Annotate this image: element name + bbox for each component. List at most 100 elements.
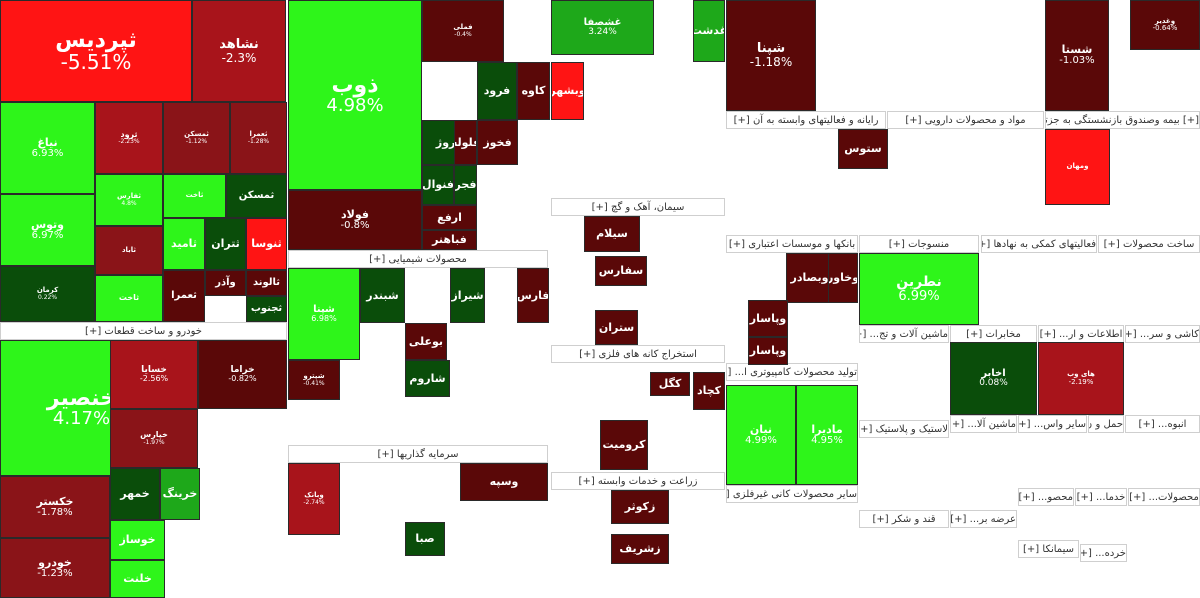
sector-header-build[interactable]: ساخت محصولات [+]	[1098, 235, 1200, 253]
stock-tile[interactable]: ثپردیس -5.51%	[0, 0, 192, 102]
sector-header-other[interactable]: سایر واس... [+]	[1018, 415, 1087, 433]
stock-tile[interactable]: وسپه	[460, 463, 548, 501]
stock-tile[interactable]: شستا -1.03%	[1045, 0, 1109, 111]
stock-tile[interactable]: ثمسکن -1.12%	[163, 102, 230, 174]
stock-tile[interactable]: خراما -0.82%	[198, 340, 287, 409]
stock-tile[interactable]: کرمان 0.22%	[0, 266, 95, 322]
stock-tile[interactable]: خلنت	[110, 560, 165, 598]
stock-tile[interactable]: ثمسکن	[226, 174, 287, 218]
stock-tile[interactable]: خپارس -1.97%	[110, 409, 198, 468]
stock-tile[interactable]: زکوثر	[611, 490, 669, 524]
sector-header-retail[interactable]: خدما... [+]	[1075, 488, 1127, 506]
stock-tile[interactable]: نطرین 6.99%	[859, 253, 979, 325]
stock-tile[interactable]: ثامید	[163, 218, 205, 270]
stock-tile[interactable]: سفارس	[595, 256, 647, 286]
sector-header-invest[interactable]: سرمایه گذاریها [+]	[288, 445, 548, 463]
stock-tile[interactable]: ثعمرا -1.28%	[230, 102, 287, 174]
stock-tile[interactable]: زشریف	[611, 534, 669, 564]
stock-tile[interactable]: فنوال	[422, 165, 454, 205]
stock-tile[interactable]: فباهنر	[422, 230, 477, 250]
stock-tile[interactable]: های وب -2.19%	[1038, 342, 1124, 415]
sector-header-pharma[interactable]: مواد و محصولات دارویی [+]	[887, 111, 1044, 129]
stock-tile[interactable]: ستوس	[838, 129, 888, 169]
sector-header-prod[interactable]: محصولات... [+]	[1128, 488, 1200, 506]
stock-tile[interactable]: سیلام	[584, 216, 640, 252]
sector-header-machine2[interactable]: ماشین آلا... [+]	[950, 415, 1017, 433]
stock-tile[interactable]: ثاخت	[95, 275, 163, 322]
stock-tile[interactable]: صبا	[405, 522, 445, 556]
stock-tile[interactable]: فجر	[454, 165, 477, 205]
stock-tile[interactable]: کاوه	[517, 62, 550, 120]
stock-tile[interactable]: شپنا -1.18%	[726, 0, 816, 111]
stock-tile[interactable]: اخابر 0.08%	[950, 342, 1037, 415]
sector-header-computer[interactable]: رایانه و فعالیتهای وابسته به آن [+]	[726, 111, 886, 129]
stock-tile[interactable]: خرینگ	[160, 468, 200, 520]
stock-tile[interactable]: مادیرا 4.95%	[796, 385, 858, 485]
stock-tile[interactable]: خسایا -2.56%	[110, 340, 198, 409]
stock-tile[interactable]: شاروم	[405, 360, 450, 397]
stock-tile[interactable]: وبانک -2.74%	[288, 463, 340, 535]
stock-tile[interactable]: بوعلی	[405, 323, 447, 360]
sector-header-machine[interactable]: ماشین آلات و تج... [+]	[859, 325, 949, 343]
sector-header-misc[interactable]: محصو... [+]	[1018, 488, 1074, 506]
stock-tile[interactable]: ثجنوب	[246, 296, 287, 322]
sector-header-bank[interactable]: بانکها و موسسات اعتباری [+]	[726, 235, 858, 253]
stock-tile[interactable]: کچاد	[693, 372, 725, 410]
sector-header-fund[interactable]: [+] بیمه وصندوق بازنشستگی به جزتام	[1045, 111, 1200, 129]
stock-tile[interactable]: غشصفا 3.24%	[551, 0, 654, 55]
stock-tile[interactable]: فلوله	[454, 120, 477, 165]
sector-header-comp[interactable]: تولید محصولات کامپیوتری ا... [+]	[726, 363, 858, 381]
stock-tile[interactable]: فرود	[477, 62, 517, 120]
stock-tile[interactable]: وپاسار	[748, 300, 788, 337]
sector-header-plastic[interactable]: لاستیک و پلاستیک [+]	[859, 420, 949, 438]
stock-tile[interactable]: خمهر	[110, 468, 160, 520]
stock-tile[interactable]: خوساز	[110, 520, 165, 560]
sector-header-nonmetal[interactable]: سایر محصولات کانی غیرفلزی [+]	[726, 485, 858, 503]
sector-header-khorde[interactable]: خرده... [+]	[1080, 544, 1127, 562]
stock-tile[interactable]: شیراز	[450, 268, 485, 323]
stock-tile[interactable]: ثرود -2.23%	[95, 102, 163, 174]
stock-tile[interactable]: فارس	[517, 268, 549, 323]
stock-tile[interactable]: ذوب 4.98%	[288, 0, 422, 190]
stock-tile[interactable]: شپنا 6.98%	[288, 268, 360, 360]
stock-tile[interactable]: ثاباد	[95, 226, 163, 275]
stock-tile[interactable]: خکستر -1.78%	[0, 476, 110, 538]
sector-header-metal[interactable]: محصولات شیمیایی [+]	[288, 250, 548, 268]
stock-tile[interactable]: غدشت	[693, 0, 725, 62]
sector-header-info[interactable]: اطلاعات و ار... [+]	[1038, 325, 1124, 343]
sector-header-sugar[interactable]: قند و شکر [+]	[859, 510, 949, 528]
stock-tile[interactable]: ثنوسا	[246, 218, 287, 270]
stock-tile[interactable]: کروميت	[600, 420, 648, 470]
stock-tile[interactable]: ومهان	[1045, 129, 1110, 205]
sector-header-transport[interactable]: حمل و ن... [+]	[1088, 415, 1124, 433]
sector-header-cement[interactable]: سیمان، آهک و گچ [+]	[551, 198, 725, 216]
stock-tile[interactable]: ثاخت	[163, 174, 226, 218]
stock-tile[interactable]: نیاغ 6.93%	[0, 102, 95, 194]
stock-tile[interactable]: ستران	[595, 310, 638, 345]
stock-tile[interactable]: وبشهر	[551, 62, 584, 120]
stock-tile[interactable]: شبندر	[360, 268, 405, 323]
sector-header-tile[interactable]: کاشی و سر... [+]	[1125, 325, 1200, 343]
stock-tile[interactable]: ارفع	[422, 205, 477, 230]
stock-tile[interactable]: وبصادر	[786, 253, 833, 303]
sector-header-asset[interactable]: انبوه... [+]	[1125, 415, 1200, 433]
stock-tile[interactable]: ثتران	[205, 218, 246, 270]
stock-tile[interactable]: ثالوند	[246, 270, 287, 296]
sector-header-textile[interactable]: منسوجات [+]	[859, 235, 979, 253]
sector-header-agri[interactable]: زراعت و خدمات وابسته [+]	[551, 472, 725, 490]
stock-tile[interactable]: وپاسار	[748, 337, 788, 365]
stock-tile[interactable]: شپترو -0.41%	[288, 360, 340, 400]
stock-tile[interactable]: خودرو -1.23%	[0, 538, 110, 598]
sector-header-credit[interactable]: فعالیتهای کمکی به نهادها [+]	[981, 235, 1097, 253]
stock-tile[interactable]: فولاد -0.8%	[288, 190, 422, 250]
stock-tile[interactable]: وآذر	[205, 270, 246, 296]
stock-tile[interactable]: وتوس 6.97%	[0, 194, 95, 266]
sector-header-pina[interactable]: سیمانکا [+]	[1018, 540, 1079, 558]
stock-tile[interactable]: نشاهد -2.3%	[192, 0, 286, 102]
stock-tile[interactable]: ثفارس 4.8%	[95, 174, 163, 226]
stock-tile[interactable]: ثعمرا	[163, 270, 205, 322]
stock-tile[interactable]: کگل	[650, 372, 690, 396]
sector-header-auto[interactable]: خودرو و ساخت قطعات [+]	[0, 322, 287, 340]
sector-header-telecom[interactable]: مخابرات [+]	[950, 325, 1037, 343]
sector-header-mining[interactable]: استخراج کانه های فلزی [+]	[551, 345, 725, 363]
